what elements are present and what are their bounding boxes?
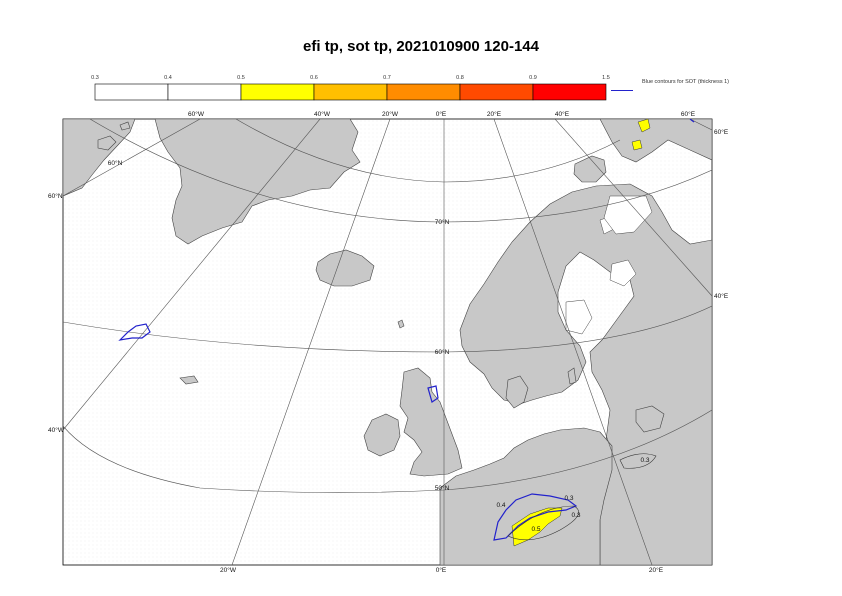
sot-legend-line (611, 90, 633, 91)
sot-contour-europe (493, 493, 578, 541)
colorbar-tick-label: 0.7 (383, 75, 391, 81)
efi-contour-0.3-a (507, 505, 579, 541)
lat-circle-60 (63, 305, 712, 353)
contour-label: 0.3 (640, 457, 649, 464)
lat-label: 70°N (435, 218, 450, 226)
lake-ladoga (609, 259, 637, 287)
land-baffin (63, 119, 136, 197)
efi-area-0.5-b (637, 119, 651, 133)
land-island-a (179, 375, 199, 385)
meridian-20e (493, 119, 653, 565)
lat-label: 60°N (435, 348, 450, 356)
lat-circle-70 (89, 119, 712, 223)
contour-label: 0.3 (571, 512, 580, 519)
grid-label-right: 60°E (714, 128, 729, 136)
colorbar-tick-label: 1.5 (602, 75, 610, 81)
grid-label-top: 0°E (436, 110, 447, 118)
colorbar-tick-label: 0.6 (310, 75, 318, 81)
land-faroe (397, 319, 405, 329)
lat-label: 60°N (108, 159, 123, 167)
meridian-60e (689, 119, 712, 131)
meridian-60w (63, 119, 201, 197)
sot-contour-scotland (427, 385, 439, 403)
land-ireland (363, 413, 401, 457)
grid-label-top: 60°E (681, 110, 696, 118)
lat-label: 50°N (435, 484, 450, 492)
land-gotland (567, 367, 577, 385)
grid-label-bottom: 20°W (220, 566, 237, 574)
grid-label-top: 40°W (314, 110, 331, 118)
grid-label-left: 60°N (48, 192, 63, 200)
grid-label-top: 40°E (555, 110, 570, 118)
colorbar-tick-label: 0.4 (164, 75, 172, 81)
colorbar-tick-label: 0.5 (237, 75, 245, 81)
sea-baltic-inner (565, 299, 593, 335)
sot-contour-atlantic (118, 323, 151, 341)
land-greenland (154, 119, 361, 245)
grid-label-bottom: 0°E (436, 566, 447, 574)
sot-legend-note: Blue contours for SOT (thickness 1) (642, 79, 730, 85)
chart-title: efi tp, sot tp, 2021010900 120-144 (303, 38, 539, 55)
grid-label-top: 60°W (188, 110, 205, 118)
meridian-20w (231, 119, 391, 565)
grid-label-top: 20°E (487, 110, 502, 118)
colorbar-tick-label: 0.9 (529, 75, 537, 81)
grid-label-right: 40°E (714, 292, 729, 300)
meridian-40e (554, 119, 712, 297)
meridian-40w (63, 119, 321, 431)
sot-contour-small (689, 119, 695, 123)
efi-area-0.5 (511, 507, 563, 547)
grid-label-top: 20°W (382, 110, 399, 118)
colorbar-tick-label: 0.8 (456, 75, 464, 81)
efi-area-0.5-c (631, 139, 643, 151)
land-island-b (635, 405, 665, 433)
land-denmark (505, 375, 529, 409)
land-svalbard (573, 155, 607, 183)
land-novaya-zemlya (599, 119, 712, 163)
land-great-britain (399, 367, 463, 477)
contour-label: 0.5 (531, 526, 540, 533)
lat-circle-50 (63, 409, 712, 493)
contour-label: 0.3 (564, 495, 573, 502)
colorbar-tick-label: 0.3 (91, 75, 99, 81)
grid-label-bottom: 20°E (649, 566, 664, 574)
efi-contour-0.3-b (619, 453, 657, 469)
grid-label-left: 40°W (48, 426, 65, 434)
contour-label: 0.4 (496, 502, 505, 509)
land-baffin-islands (97, 121, 131, 151)
sea-white (603, 195, 653, 235)
land-scandinavia-russia (459, 183, 712, 565)
land-iceland (315, 249, 375, 287)
